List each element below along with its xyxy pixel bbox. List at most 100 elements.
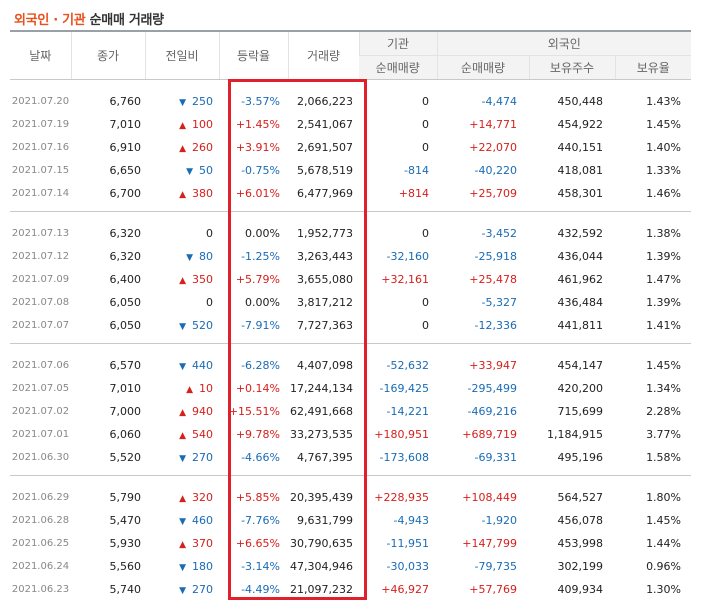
- foreign-ratio-cell: 1.38%: [615, 212, 691, 246]
- change-cell: 0: [145, 291, 219, 314]
- change-value: 50: [199, 164, 213, 177]
- close-cell: 6,050: [71, 314, 145, 344]
- close-cell: 7,010: [71, 113, 145, 136]
- date-cell: 2021.07.16: [10, 136, 71, 159]
- foreign-ratio-cell: 1.80%: [615, 476, 691, 510]
- foreign-net-cell: -25,918: [437, 245, 529, 268]
- rate-cell: +6.01%: [219, 182, 288, 212]
- col-header-date: 날짜: [10, 31, 71, 80]
- change-cell: ▼80: [145, 245, 219, 268]
- volume-cell: 62,491,668: [288, 400, 359, 423]
- triangle-down-icon: ▼: [179, 563, 186, 573]
- foreign-holdings-cell: 409,934: [529, 578, 615, 607]
- volume-cell: 1,952,773: [288, 212, 359, 246]
- foreign-holdings-cell: 461,962: [529, 268, 615, 291]
- change-cell: ▲10: [145, 377, 219, 400]
- date-cell: 2021.07.13: [10, 212, 71, 246]
- rate-cell: +3.91%: [219, 136, 288, 159]
- triangle-down-icon: ▼: [179, 517, 186, 527]
- change-cell: ▼440: [145, 344, 219, 378]
- date-cell: 2021.07.20: [10, 80, 71, 114]
- change-value: 80: [199, 250, 213, 263]
- foreign-ratio-cell: 1.39%: [615, 291, 691, 314]
- triangle-up-icon: ▲: [179, 408, 186, 418]
- foreign-ratio-cell: 1.45%: [615, 509, 691, 532]
- foreign-holdings-cell: 436,044: [529, 245, 615, 268]
- foreign-net-cell: +57,769: [437, 578, 529, 607]
- change-cell: ▼270: [145, 446, 219, 476]
- foreign-holdings-cell: 453,998: [529, 532, 615, 555]
- rate-cell: -3.14%: [219, 555, 288, 578]
- inst-net-cell: 0: [359, 314, 437, 344]
- close-cell: 6,060: [71, 423, 145, 446]
- inst-net-cell: +814: [359, 182, 437, 212]
- foreign-ratio-cell: 1.45%: [615, 113, 691, 136]
- close-cell: 5,470: [71, 509, 145, 532]
- inst-net-cell: -169,425: [359, 377, 437, 400]
- triangle-up-icon: ▲: [179, 190, 186, 200]
- col-group-foreign: 외국인: [437, 31, 691, 56]
- triangle-up-icon: ▲: [179, 431, 186, 441]
- date-cell: 2021.06.24: [10, 555, 71, 578]
- foreign-ratio-cell: 1.40%: [615, 136, 691, 159]
- foreign-ratio-cell: 1.39%: [615, 245, 691, 268]
- change-value: 380: [192, 187, 213, 200]
- triangle-up-icon: ▲: [179, 276, 186, 286]
- inst-net-cell: +180,951: [359, 423, 437, 446]
- foreign-net-cell: -79,735: [437, 555, 529, 578]
- volume-cell: 6,477,969: [288, 182, 359, 212]
- date-cell: 2021.07.06: [10, 344, 71, 378]
- date-cell: 2021.06.29: [10, 476, 71, 510]
- triangle-down-icon: ▼: [179, 362, 186, 372]
- close-cell: 6,760: [71, 80, 145, 114]
- change-value: 460: [192, 514, 213, 527]
- change-value: 100: [192, 118, 213, 131]
- change-value: 520: [192, 319, 213, 332]
- volume-cell: 20,395,439: [288, 476, 359, 510]
- triangle-down-icon: ▼: [179, 586, 186, 596]
- foreign-holdings-cell: 454,922: [529, 113, 615, 136]
- foreign-holdings-cell: 454,147: [529, 344, 615, 378]
- rate-cell: -0.75%: [219, 159, 288, 182]
- foreign-holdings-cell: 420,200: [529, 377, 615, 400]
- col-header-inst-net: 순매매량: [359, 56, 437, 80]
- rate-cell: -4.66%: [219, 446, 288, 476]
- rate-cell: -6.28%: [219, 344, 288, 378]
- close-cell: 6,320: [71, 212, 145, 246]
- foreign-net-cell: +22,070: [437, 136, 529, 159]
- foreign-net-cell: -1,920: [437, 509, 529, 532]
- rate-cell: 0.00%: [219, 291, 288, 314]
- inst-net-cell: -11,951: [359, 532, 437, 555]
- foreign-net-cell: +25,478: [437, 268, 529, 291]
- foreign-ratio-cell: 1.47%: [615, 268, 691, 291]
- triangle-up-icon: ▲: [179, 121, 186, 131]
- inst-net-cell: -14,221: [359, 400, 437, 423]
- change-cell: ▲540: [145, 423, 219, 446]
- rate-cell: -7.76%: [219, 509, 288, 532]
- rate-cell: 0.00%: [219, 212, 288, 246]
- section-title-accent: 외국인 · 기관: [14, 13, 85, 28]
- close-cell: 5,560: [71, 555, 145, 578]
- foreign-net-cell: -69,331: [437, 446, 529, 476]
- volume-cell: 2,691,507: [288, 136, 359, 159]
- volume-cell: 17,244,134: [288, 377, 359, 400]
- foreign-ratio-cell: 3.77%: [615, 423, 691, 446]
- foreign-holdings-cell: 450,448: [529, 80, 615, 114]
- foreign-net-cell: -5,327: [437, 291, 529, 314]
- volume-cell: 4,767,395: [288, 446, 359, 476]
